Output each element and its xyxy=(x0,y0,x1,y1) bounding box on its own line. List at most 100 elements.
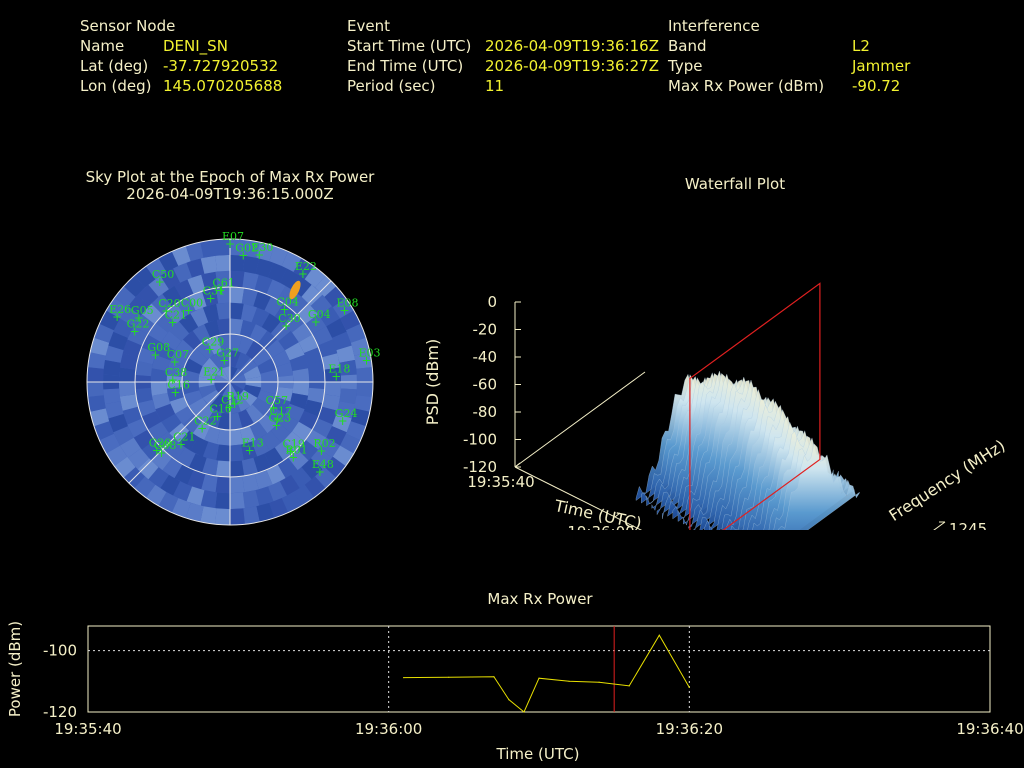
sky-heatmap-cell xyxy=(230,428,244,446)
waterfall-x-tick-label: 19:36:00 xyxy=(567,523,634,530)
sky-plot-title: Sky Plot at the Epoch of Max Rx Power xyxy=(85,168,375,186)
sky-heatmap-cell xyxy=(269,246,289,266)
event-heading-row: Event xyxy=(347,16,667,36)
satellite-marker: + xyxy=(288,450,298,464)
sky-heatmap-cell xyxy=(118,367,136,382)
sky-heatmap-cell xyxy=(217,412,230,430)
sky-heatmap-cell xyxy=(297,440,319,461)
sky-heatmap-cell xyxy=(346,421,366,441)
sky-heatmap-cell xyxy=(174,279,194,300)
interference-band-label: Band xyxy=(668,37,707,55)
satellite-label: E08 xyxy=(337,296,359,309)
satellite-label: C57 xyxy=(266,394,288,407)
sky-heatmap-cell xyxy=(216,428,230,446)
sky-heatmap-cell xyxy=(161,330,182,351)
sky-heatmap-cell xyxy=(103,388,121,405)
event-start-value: 2026-04-09T19:36:16Z xyxy=(485,37,659,55)
satellite-label: E07 xyxy=(222,232,244,243)
sky-heatmap-cell xyxy=(230,412,243,430)
sky-heatmap-cell xyxy=(257,390,276,406)
sky-heatmap-cell xyxy=(241,441,258,461)
sky-heatmap-cell xyxy=(301,284,323,306)
sky-heatmap-cell xyxy=(190,437,209,457)
sky-heatmap-cell xyxy=(215,492,230,510)
sensor-lat-value: -37.727920532 xyxy=(163,57,279,75)
satellite-label: R02 xyxy=(313,437,335,450)
sky-heatmap-cell xyxy=(161,413,182,434)
sky-heatmap-cell xyxy=(271,396,291,414)
event-start-label: Start Time (UTC) xyxy=(347,37,472,55)
max-rx-power-point xyxy=(658,634,660,636)
sky-heatmap-cell xyxy=(216,318,230,336)
sky-heatmap-cell xyxy=(304,399,323,417)
sky-heatmap-cell xyxy=(312,418,333,438)
sky-heatmap-cell xyxy=(141,334,162,353)
sky-heatmap-cell xyxy=(216,302,230,320)
sky-heatmap-cell xyxy=(122,406,142,425)
satellite-e18: +E18 xyxy=(328,362,350,383)
sky-heatmap-cell xyxy=(230,382,238,398)
max-rx-power-labels: 19:35:40 19:36:00 19:36:20 19:36:40 -100 -120… xyxy=(6,621,1024,763)
sky-heatmap-cell xyxy=(230,286,245,304)
satellite-marker: + xyxy=(338,414,348,428)
satellite-e13: +E13 xyxy=(242,437,264,458)
sky-heatmap-cell xyxy=(268,262,287,283)
interference-type-value: Jammer xyxy=(852,57,911,75)
sky-heatmap-cell xyxy=(326,426,347,446)
satellite-c20: +C20 xyxy=(158,297,180,318)
satellite-g27: +G27 xyxy=(216,347,239,368)
satellite-label: R01 xyxy=(285,443,307,456)
sky-heatmap-cell xyxy=(206,409,222,428)
sky-heatmap-cell xyxy=(87,352,106,369)
sky-heatmap-cell xyxy=(119,437,141,458)
sky-heatmap-cell xyxy=(90,408,110,427)
max-rx-power-point xyxy=(598,681,600,683)
sky-heatmap-cell xyxy=(119,394,138,411)
event-end-row: End Time (UTC) 2026-04-09T19:36:27Z xyxy=(347,56,667,76)
satellite-label: E13 xyxy=(242,437,264,450)
satellite-label: C17 xyxy=(270,405,292,418)
satellite-c00: +C00 xyxy=(181,296,203,317)
satellite-marker: + xyxy=(168,316,178,330)
sky-heatmap-cell xyxy=(242,255,260,274)
satellite-label: C00 xyxy=(181,296,203,309)
sky-heatmap-cell xyxy=(155,403,175,422)
satellite-marker: + xyxy=(170,386,180,400)
satellite-label: C20 xyxy=(158,297,180,310)
sky-heatmap-cell xyxy=(265,405,285,425)
sky-heatmap-cell xyxy=(251,437,270,457)
sky-heatmap-cell xyxy=(289,354,309,371)
sky-heatmap-cell xyxy=(173,262,192,283)
sky-heatmap-cell xyxy=(260,369,278,382)
sky-hotspot xyxy=(289,280,301,300)
sky-heatmap-cell xyxy=(134,387,153,404)
sky-heatmap-cell xyxy=(292,382,310,396)
sky-heatmap-cell xyxy=(215,508,230,525)
satellite-label: C04 xyxy=(277,296,299,309)
sky-heatmap-cell xyxy=(356,382,373,397)
sky-heatmap-cell xyxy=(339,388,357,405)
sky-heatmap-cell xyxy=(239,425,256,445)
event-period-value: 11 xyxy=(485,77,505,95)
max-rx-power-y-tick-label: -100 xyxy=(43,642,77,660)
sky-heatmap-cell xyxy=(87,367,104,382)
sky-heatmap-cell xyxy=(270,422,291,443)
sky-heatmap-cell xyxy=(293,484,315,506)
satellite-r01: +R01 xyxy=(285,443,307,464)
sensor-lat-label: Lat (deg) xyxy=(80,57,149,75)
satellite-r19: +R19 xyxy=(227,390,249,411)
sky-heatmap-cell xyxy=(252,348,272,367)
sky-heatmap-cell xyxy=(209,352,225,370)
sky-heatmap-cell xyxy=(230,374,246,382)
satellite-marker: + xyxy=(212,409,222,423)
waterfall-plot: 0-20-40-60-80-100-12019:35:4019:36:0019:… xyxy=(423,282,1009,530)
sky-heatmap-cell xyxy=(307,387,326,404)
satellite-marker: + xyxy=(273,412,283,426)
sky-heatmap-cell xyxy=(319,437,341,458)
interference-power-label: Max Rx Power (dBm) xyxy=(668,77,825,95)
satellite-label: G04 xyxy=(308,308,331,321)
sky-heatmap-cell xyxy=(176,296,196,317)
sky-heatmap-cell xyxy=(171,498,191,518)
satellite-c07: +C07 xyxy=(167,348,189,369)
sky-heatmap-cell xyxy=(206,336,222,355)
